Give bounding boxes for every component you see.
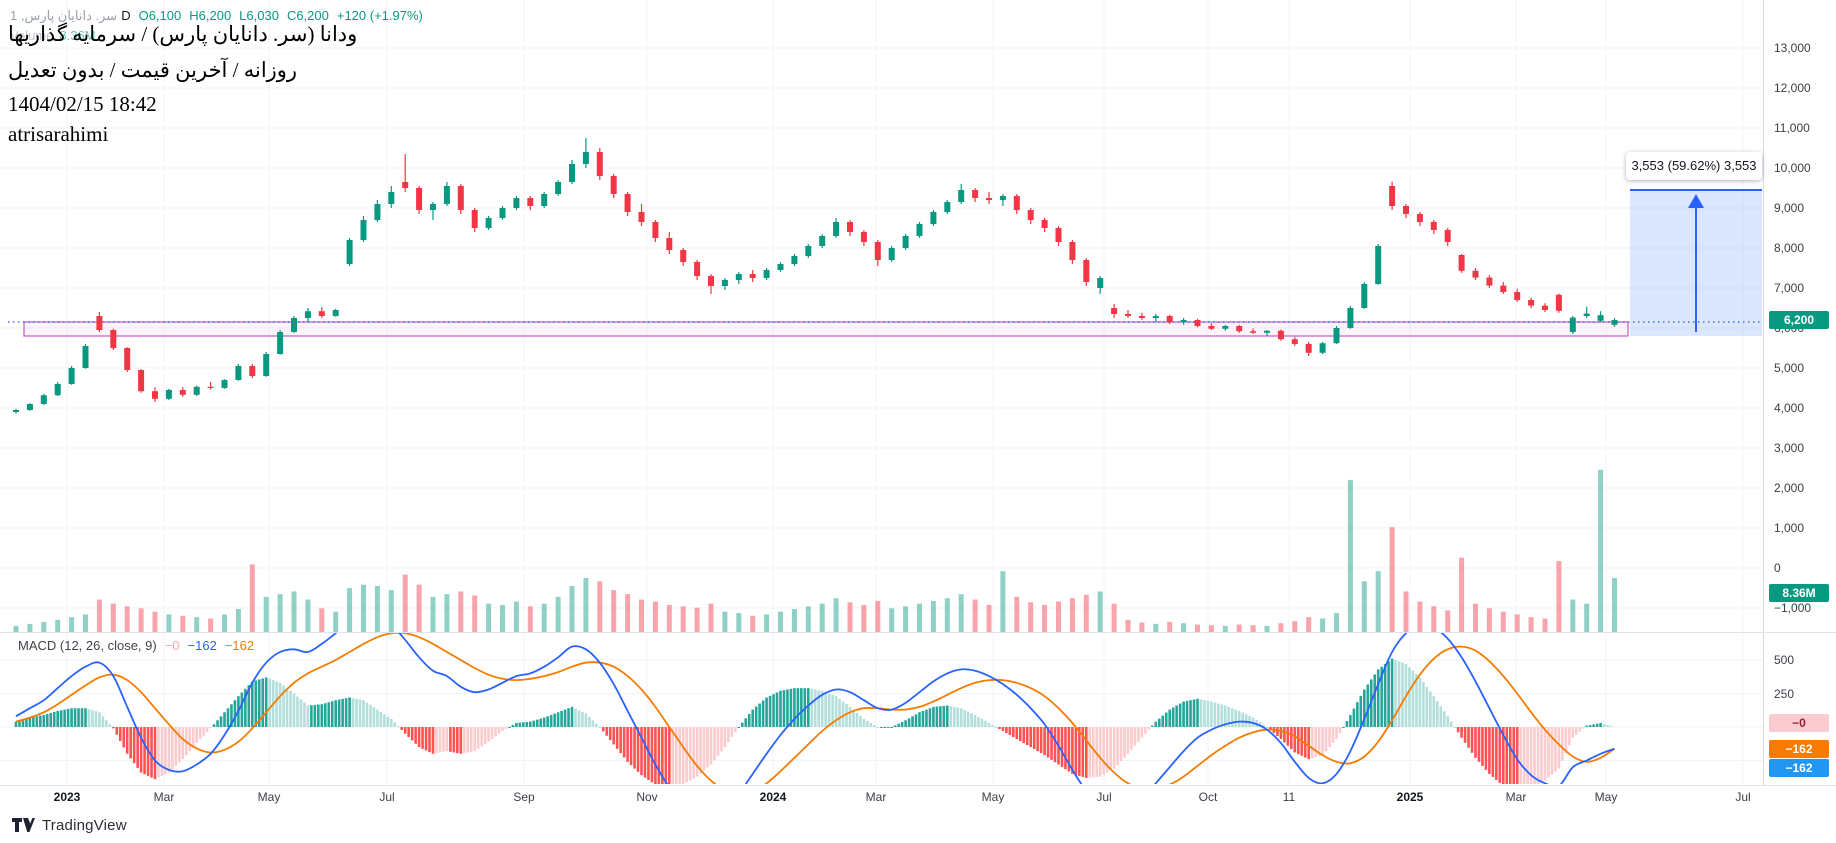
time-axis-label[interactable]: Oct bbox=[1198, 790, 1218, 804]
time-axis-label[interactable]: Jul bbox=[1096, 790, 1112, 804]
axis-price-badge: −162 bbox=[1769, 759, 1829, 777]
symbol-name[interactable]: سر. دانایان پارس, 1 bbox=[10, 8, 118, 23]
macd-axis-label: 500 bbox=[1774, 653, 1795, 667]
axis-price-badge: −162 bbox=[1769, 740, 1829, 758]
axis-price-badge: −0 bbox=[1769, 714, 1829, 732]
price-axis-label: 8,000 bbox=[1774, 241, 1805, 255]
tradingview-logo-icon bbox=[12, 818, 35, 832]
price-axis-label: 10,000 bbox=[1774, 161, 1811, 175]
price-axis-label: 4,000 bbox=[1774, 401, 1805, 415]
time-axis-label[interactable]: Mar bbox=[153, 790, 175, 804]
macd-legend[interactable]: MACD (12, 26, close, 9) −0 −162 −162 bbox=[18, 638, 254, 653]
interval-label[interactable]: D bbox=[121, 8, 131, 23]
price-volume-macd-plot[interactable] bbox=[0, 0, 1763, 785]
price-axis[interactable]: 13,000 12,000 11,000 10,000 9,000 8,000 7,000 6… bbox=[1763, 0, 1836, 785]
price-axis-label: 0 bbox=[1774, 561, 1781, 575]
macd-signal-value: −162 bbox=[224, 638, 255, 653]
low-value: L6,030 bbox=[239, 8, 279, 23]
price-axis-label: −1,000 bbox=[1774, 601, 1812, 615]
macd-hist-value: −0 bbox=[164, 638, 180, 653]
time-axis[interactable]: 2023 Mar May Jul Sep Nov 2024 Mar May Jul Oct 11 202… bbox=[0, 786, 1836, 810]
volume-label: Volume bbox=[10, 28, 54, 43]
time-axis-label[interactable]: Mar bbox=[1505, 790, 1527, 804]
annotation-datetime: 1404/02/15 18:42 bbox=[8, 92, 157, 116]
time-axis-label[interactable]: 2023 bbox=[53, 790, 81, 804]
time-axis-label[interactable]: Jul bbox=[379, 790, 395, 804]
annotation-username: atrisarahimi bbox=[8, 122, 109, 146]
price-axis-label: 13,000 bbox=[1774, 41, 1811, 55]
time-axis-label[interactable]: Sep bbox=[513, 790, 535, 804]
price-axis-label: 12,000 bbox=[1774, 81, 1811, 95]
time-axis-separator bbox=[0, 785, 1836, 786]
chart-pane-area[interactable]: سر. دانایان پارس, 1 D O6,100 H6,200 L6,030 C6… bbox=[0, 0, 1763, 785]
tradingview-brand-text: TradingView bbox=[42, 817, 127, 834]
price-axis-label: 9,000 bbox=[1774, 201, 1805, 215]
close-value: C6,200 bbox=[286, 8, 329, 23]
annotation-symbol-title: ودانا (سر. دانایان پارس) / سرمایه گذاریه… bbox=[8, 22, 358, 46]
time-axis-label[interactable]: 11 bbox=[1282, 790, 1296, 804]
time-axis-label[interactable]: 2024 bbox=[759, 790, 787, 804]
price-axis-label: 1,000 bbox=[1774, 521, 1805, 535]
price-axis-label: 3,000 bbox=[1774, 441, 1805, 455]
volume-value: 8.36M bbox=[59, 28, 96, 43]
time-axis-label[interactable]: 2025 bbox=[1396, 790, 1424, 804]
time-axis-label[interactable]: Jul bbox=[1735, 790, 1751, 804]
time-axis-label[interactable]: May bbox=[257, 790, 281, 804]
time-axis-label[interactable]: Mar bbox=[865, 790, 887, 804]
tradingview-logo[interactable]: TradingView bbox=[12, 817, 127, 834]
price-axis-label: 11,000 bbox=[1774, 121, 1810, 135]
price-axis-label: 2,000 bbox=[1774, 481, 1805, 495]
annotation-subtitle: روزانه / آخرین قیمت / بدون تعدیل bbox=[8, 58, 298, 82]
high-value: H6,200 bbox=[189, 8, 232, 23]
symbol-legend[interactable]: سر. دانایان پارس, 1 D O6,100 H6,200 L6,030 C6… bbox=[10, 8, 423, 24]
footer-bar: TradingView bbox=[0, 810, 1836, 843]
axis-price-badge: 6,200 bbox=[1769, 311, 1829, 329]
macd-line-value: −162 bbox=[187, 638, 217, 653]
pane-separator[interactable] bbox=[0, 632, 1836, 633]
change-value: +120 (+1.97%) bbox=[336, 8, 423, 23]
time-axis-label[interactable]: May bbox=[981, 790, 1005, 804]
macd-axis-label: 250 bbox=[1774, 686, 1795, 701]
measure-tool-label[interactable]: 3,553 (59.62%) 3,553 bbox=[1626, 152, 1762, 180]
price-axis-label: 7,000 bbox=[1774, 281, 1805, 295]
axis-price-badge: 8.36M bbox=[1769, 584, 1829, 602]
open-value: O6,100 bbox=[138, 8, 182, 23]
price-axis-label: 5,000 bbox=[1774, 361, 1805, 375]
time-axis-label[interactable]: May bbox=[1594, 790, 1618, 804]
volume-legend[interactable]: Volume 8.36M bbox=[10, 28, 96, 43]
time-axis-label[interactable]: Nov bbox=[636, 790, 658, 804]
macd-title[interactable]: MACD (12, 26, close, 9) bbox=[18, 638, 157, 653]
